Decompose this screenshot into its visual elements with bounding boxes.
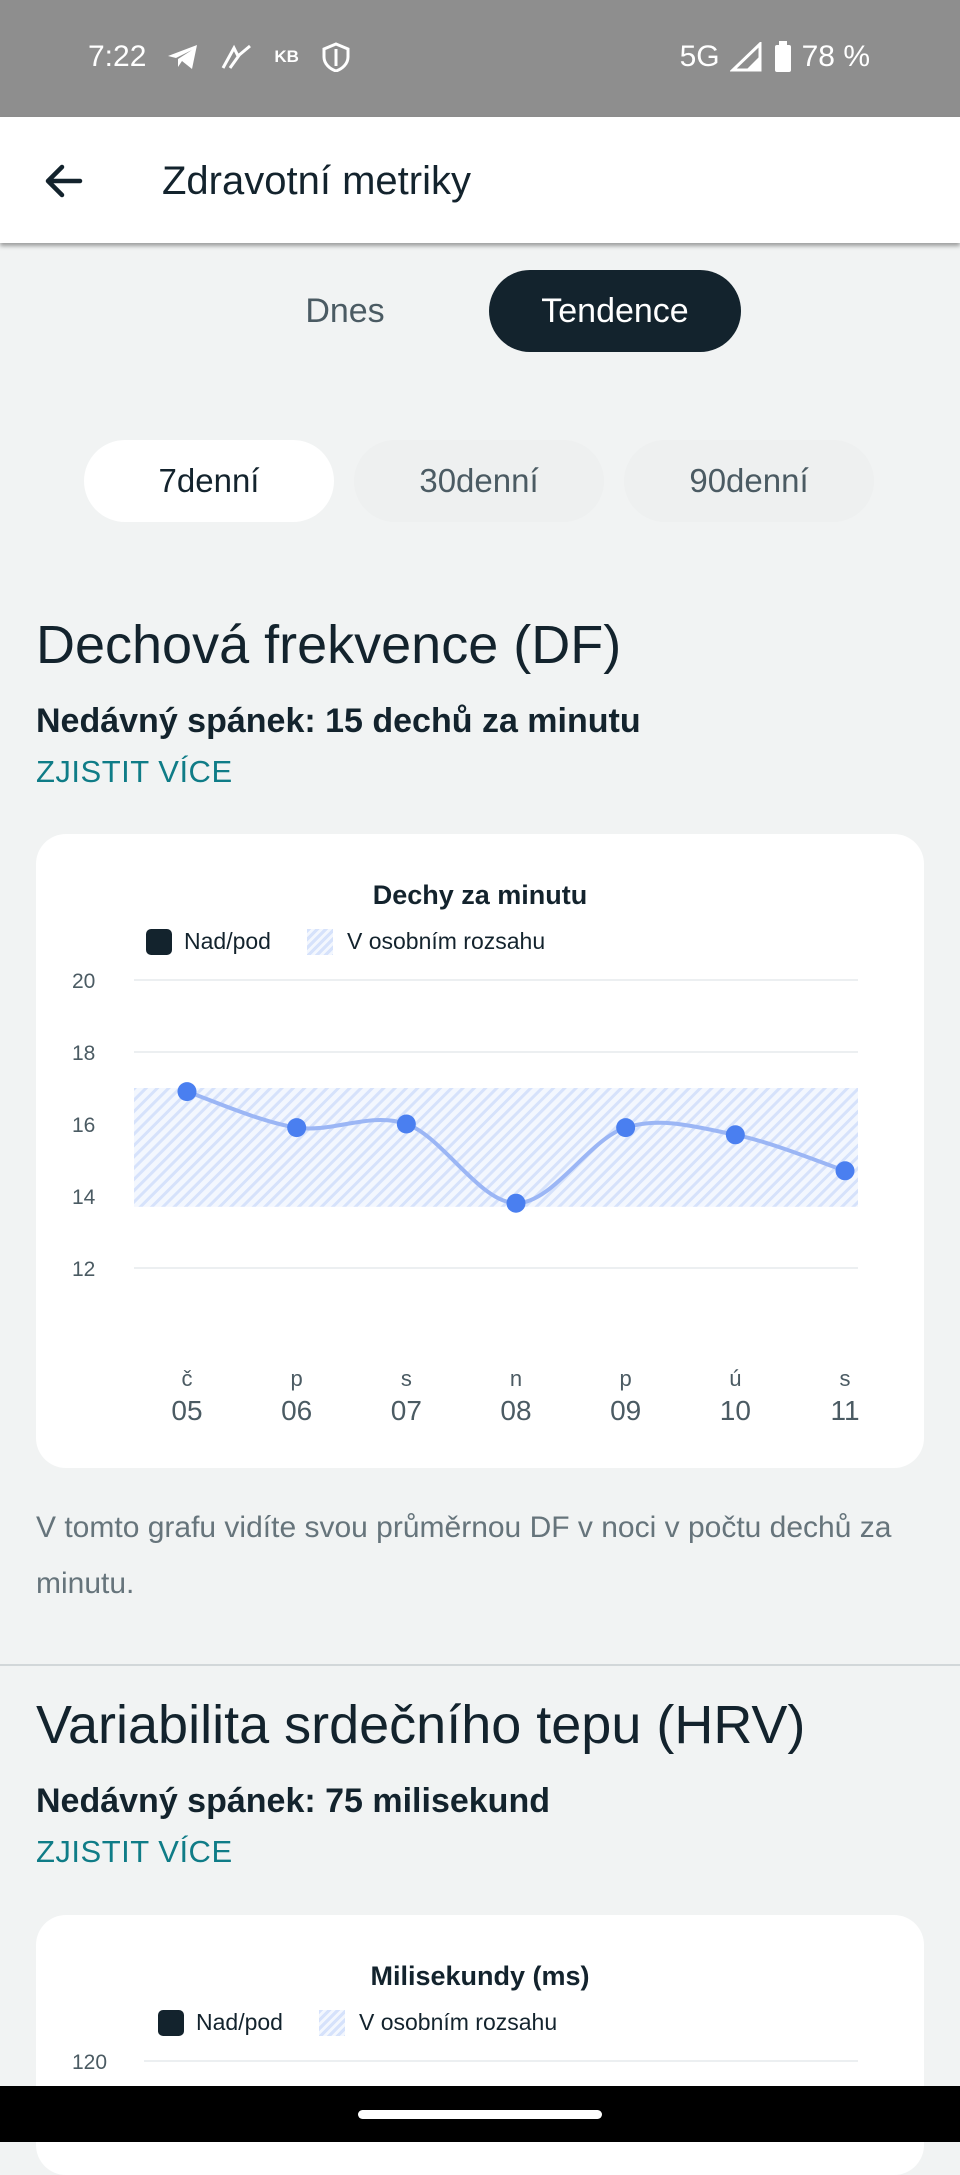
hrv-chart-title: Milisekundy (ms) xyxy=(370,1961,590,1991)
page-title: Zdravotní metriky xyxy=(162,159,471,203)
legend-in-range-swatch xyxy=(306,928,333,955)
hrv-section-title: Variabilita srdečního tepu (HRV) xyxy=(36,1695,806,1755)
x-tick-label: 06 xyxy=(281,1395,312,1426)
df-chart-card: Dechy za minutu Nad/pod V osobním rozsah… xyxy=(36,834,924,1468)
range-7-day[interactable]: 7denní xyxy=(84,440,334,522)
x-tick-label: 11 xyxy=(830,1395,859,1426)
df-line-chart: 20 18 16 14 12 č 05 p 06 s 07 n 08 p 09 ú 10 s 11 xyxy=(72,970,860,1426)
data-point[interactable] xyxy=(177,1082,197,1102)
x-day-letter: p xyxy=(620,1366,632,1391)
system-nav-bar xyxy=(0,2086,960,2142)
status-bar: 7:22 KB 5G 78 % xyxy=(0,0,960,117)
y-tick-label: 20 xyxy=(72,970,95,993)
df-section-title: Dechová frekvence (DF) xyxy=(36,615,622,675)
range-90-day[interactable]: 90denní xyxy=(624,440,874,522)
y-tick-label: 16 xyxy=(72,1114,95,1137)
shield-icon xyxy=(322,42,350,72)
x-day-letter: n xyxy=(510,1366,522,1391)
data-point[interactable] xyxy=(396,1114,416,1134)
status-time: 7:22 xyxy=(88,40,147,73)
legend-in-range-swatch xyxy=(318,2009,345,2036)
legend-above-below-swatch xyxy=(158,2009,184,2036)
tab-tendence[interactable]: Tendence xyxy=(489,270,741,352)
legend-above-below-label: Nad/pod xyxy=(196,2009,283,2035)
data-point[interactable] xyxy=(725,1125,745,1145)
network-type: 5G xyxy=(679,40,720,73)
legend-in-range-label: V osobním rozsahu xyxy=(346,928,546,954)
x-day-letter: ú xyxy=(729,1366,741,1391)
df-learn-more-link[interactable]: ZJISTIT VÍCE xyxy=(36,754,233,789)
tab-dnes[interactable]: Dnes xyxy=(305,292,385,330)
range-30-day[interactable]: 30denní xyxy=(354,440,604,522)
battery-icon xyxy=(774,41,791,72)
legend-above-below-label: Nad/pod xyxy=(184,928,271,954)
hrv-chart-legend: Nad/pod V osobním rozsahu xyxy=(158,2009,557,2036)
df-recent-sleep: Nedávný spánek: 15 dechů za minutu xyxy=(36,702,641,740)
range-selector: 7denní 30denní 90denní xyxy=(84,440,874,522)
personal-range-band xyxy=(134,1088,858,1207)
y-tick-label: 14 xyxy=(72,1186,96,1209)
signal-icon xyxy=(729,42,762,72)
hrv-learn-more-link[interactable]: ZJISTIT VÍCE xyxy=(36,1834,233,1869)
data-point[interactable] xyxy=(506,1193,526,1213)
legend-above-below-swatch xyxy=(146,928,172,955)
x-day-letter: s xyxy=(840,1366,851,1391)
y-tick-label: 12 xyxy=(72,1258,95,1281)
x-tick-label: 05 xyxy=(171,1395,202,1426)
legend-in-range-label: V osobním rozsahu xyxy=(358,2009,558,2035)
hrv-recent-sleep: Nedávný spánek: 75 milisekund xyxy=(36,1782,550,1820)
telegram-icon xyxy=(168,45,198,69)
battery-level: 78 % xyxy=(801,40,870,73)
x-tick-label: 07 xyxy=(391,1395,422,1426)
y-tick-label: 18 xyxy=(72,1042,95,1065)
df-chart-title: Dechy za minutu xyxy=(372,880,588,910)
data-point[interactable] xyxy=(616,1118,636,1138)
back-arrow-icon[interactable] xyxy=(40,157,88,205)
df-chart-legend: Nad/pod V osobním rozsahu xyxy=(146,928,545,955)
df-chart-description: V tomto grafu vidíte svou průměrnou DF v… xyxy=(36,1511,892,1600)
app-bar: Zdravotní metriky xyxy=(0,117,960,243)
data-point[interactable] xyxy=(287,1118,307,1138)
x-tick-label: 08 xyxy=(500,1395,531,1426)
hrv-line-chart: 120 xyxy=(72,2051,858,2074)
app-notification-icon xyxy=(222,44,252,69)
section-divider xyxy=(0,1664,960,1666)
x-tick-label: 09 xyxy=(610,1395,641,1426)
data-point[interactable] xyxy=(835,1161,855,1181)
x-tick-label: 10 xyxy=(720,1395,751,1426)
kb-bank-icon: KB xyxy=(274,47,299,66)
x-day-letter: č xyxy=(182,1366,193,1391)
x-day-letter: p xyxy=(291,1366,303,1391)
x-day-letter: s xyxy=(401,1366,412,1391)
y-tick-label: 120 xyxy=(72,2051,107,2074)
home-gesture-handle[interactable] xyxy=(358,2110,602,2119)
view-toggle: Dnes Tendence xyxy=(0,270,960,352)
